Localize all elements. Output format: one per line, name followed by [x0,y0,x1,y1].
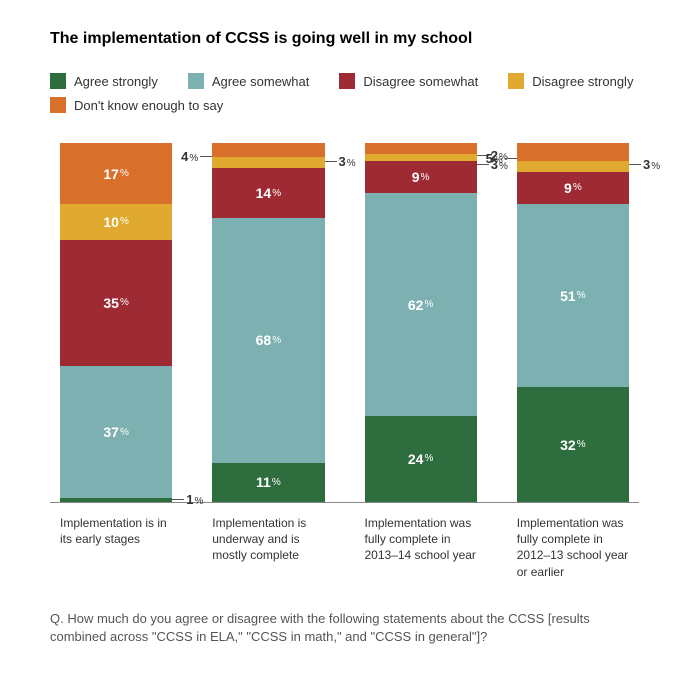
stacked-bar-chart: 17%10%35%37%1%14%68%11%3%4%9%62%24%2%3%9… [50,143,639,503]
bar-segment-agree-strongly: 11% [212,463,324,502]
callout-label: 3% [339,154,356,169]
x-axis-label: Implementation was fully complete in 201… [365,515,477,580]
x-axis-label: Implementation is underway and is mostly… [212,515,324,580]
bar-column: 17%10%35%37%1% [60,143,172,502]
bar-segment-agree-strongly: 24% [365,416,477,502]
bar-segment-dont-know [365,143,477,154]
legend-item: Agree strongly [50,73,158,89]
legend-label: Disagree somewhat [363,74,478,89]
bar-segment-agree-strongly [60,498,172,502]
legend: Agree strongly Agree somewhat Disagree som… [50,73,639,113]
bar-segment-dont-know [212,143,324,157]
legend-label: Disagree strongly [532,74,633,89]
x-axis-label: Implementation is in its early stages [60,515,172,580]
bar-column: 14%68%11%3%4% [212,143,324,502]
bar-segment-disagree-strongly [517,161,629,172]
legend-item: Don't know enough to say [50,97,223,113]
legend-label: Don't know enough to say [74,98,223,113]
legend-item: Disagree somewhat [339,73,478,89]
bar-segment-disagree-strongly [212,157,324,168]
x-axis-labels: Implementation is in its early stages Imp… [50,515,639,580]
bar-segment-agree-strongly: 32% [517,387,629,502]
callout-line [505,158,517,159]
bar-segment-disagree-somewhat: 14% [212,168,324,218]
legend-swatch [508,73,524,89]
callout-line [325,161,337,162]
callout-line [629,164,641,165]
bar-segment-disagree-strongly [365,154,477,161]
legend-swatch [50,97,66,113]
callout-label: 4% [181,149,198,164]
legend-label: Agree strongly [74,74,158,89]
question-footnote: Q. How much do you agree or disagree wit… [50,610,639,646]
callout-label: 3% [643,157,660,172]
legend-item: Agree somewhat [188,73,310,89]
legend-label: Agree somewhat [212,74,310,89]
bar-column: 9%62%24%2%3% [365,143,477,502]
bar-segment-dont-know: 17% [60,143,172,204]
chart-title: The implementation of CCSS is going well… [50,30,639,48]
legend-swatch [188,73,204,89]
x-axis-label: Implementation was fully complete in 201… [517,515,629,580]
bar-segment-disagree-somewhat: 9% [517,172,629,204]
legend-swatch [50,73,66,89]
legend-swatch [339,73,355,89]
bar-segment-disagree-somewhat: 9% [365,161,477,193]
bar-column: 9%51%32%3%5% [517,143,629,502]
callout-line [200,156,212,157]
bar-segment-agree-somewhat: 37% [60,366,172,499]
bar-segment-dont-know [517,143,629,161]
bar-segment-disagree-strongly: 10% [60,204,172,240]
bar-segment-agree-somewhat: 51% [517,204,629,387]
bar-segment-agree-somewhat: 68% [212,218,324,462]
callout-label: 1% [186,492,203,507]
callout-label: 5% [486,151,503,166]
callout-line [172,499,184,500]
bar-segment-agree-somewhat: 62% [365,193,477,416]
bar-segment-disagree-somewhat: 35% [60,240,172,366]
legend-item: Disagree strongly [508,73,633,89]
